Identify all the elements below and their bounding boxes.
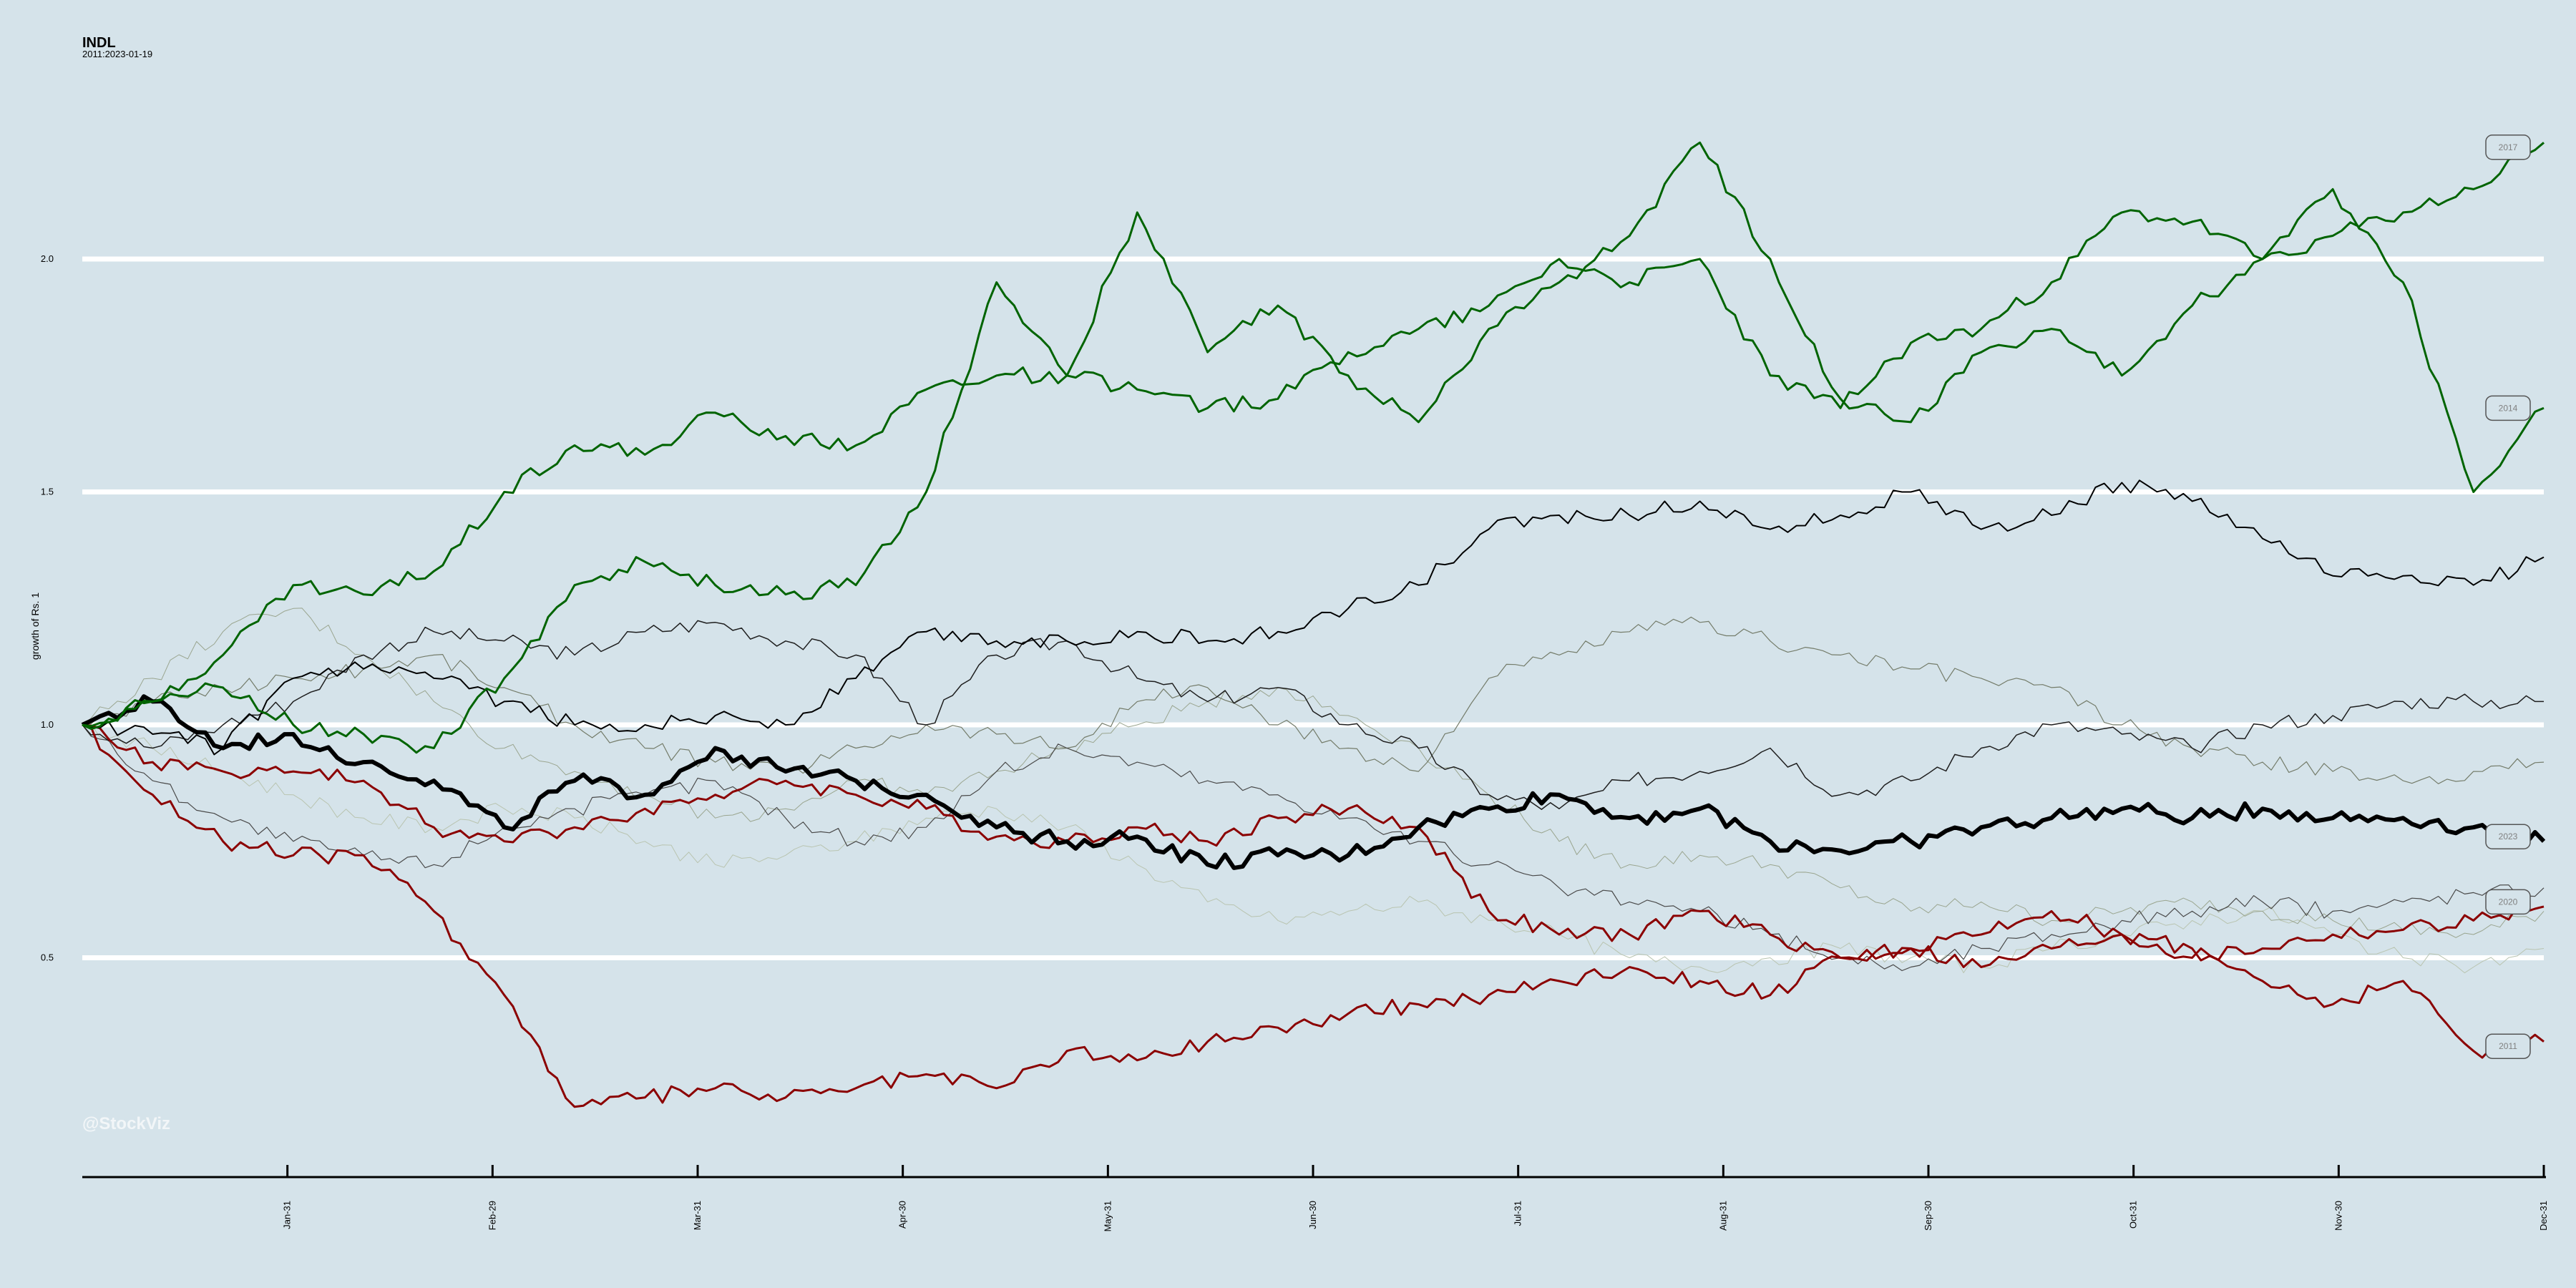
x-tick-label: Feb-29 — [487, 1201, 497, 1230]
series-line — [82, 620, 2544, 810]
end-label: 2020 — [2485, 889, 2531, 915]
series-line-2023 — [81, 694, 2546, 870]
x-tick-label: Mar-31 — [692, 1201, 703, 1230]
x-tick-label: Apr-30 — [897, 1201, 908, 1229]
series-line — [82, 723, 2545, 974]
end-labels: 2017 2014 2023 2020 2011 — [2485, 135, 2531, 1059]
chart-subtitle: 2011:2023-01-19 — [82, 49, 152, 59]
x-tick-label: Jun-30 — [1307, 1201, 1318, 1229]
end-label: 2014 — [2485, 395, 2531, 421]
x-tick-label: Sep-30 — [1923, 1201, 1933, 1231]
series-line — [82, 724, 2545, 972]
series-line-2014 — [82, 141, 2545, 754]
y-tick-label: 1.0 — [41, 719, 54, 730]
series-line — [82, 608, 2545, 938]
x-tick-label: Dec-31 — [2538, 1201, 2549, 1231]
end-label-text: 2014 — [2499, 403, 2518, 413]
x-tick-label: May-31 — [1102, 1201, 1113, 1231]
x-ticks: Jan-31 Feb-29 Mar-31 Apr-30 May-31 Jun-30 Jul-… — [282, 1165, 2549, 1231]
end-label-text: 2017 — [2499, 142, 2518, 152]
end-label-text: 2011 — [2499, 1041, 2517, 1051]
series-line — [82, 616, 2545, 784]
series-line-2011 — [82, 723, 2545, 1108]
end-label-box — [2485, 824, 2531, 849]
x-tick-label: Oct-31 — [2128, 1201, 2139, 1229]
x-tick-label: Jul-31 — [1513, 1201, 1523, 1226]
grid-lines — [82, 256, 2544, 960]
x-tick-label: Aug-31 — [1717, 1201, 1728, 1231]
y-tick-label: 2.0 — [41, 253, 54, 264]
watermark: @StockViz — [82, 1114, 170, 1133]
end-label-box — [2485, 889, 2531, 915]
end-label: 2017 — [2485, 135, 2531, 160]
y-axis-label: growth of Rs. 1 — [29, 592, 41, 660]
x-tick-label: Nov-30 — [2333, 1201, 2343, 1231]
end-label: 2011 — [2485, 1033, 2531, 1059]
series-lines — [81, 141, 2546, 1108]
x-tick-label: Jan-31 — [282, 1201, 293, 1229]
end-label-box — [2485, 1033, 2531, 1059]
y-tick-label: 0.5 — [41, 952, 54, 963]
series-line-2020 — [82, 723, 2545, 968]
chart-title: INDL — [82, 35, 116, 51]
end-label-box — [2485, 395, 2531, 421]
end-label-text: 2023 — [2499, 831, 2518, 841]
series-line-2012 — [82, 479, 2545, 756]
end-label: 2023 — [2485, 824, 2531, 849]
end-label-box — [2485, 135, 2531, 160]
series-line-2017 — [82, 142, 2545, 730]
end-label-text: 2020 — [2499, 897, 2518, 907]
y-tick-labels: 0.5 1.0 1.5 2.0 — [41, 253, 54, 963]
y-tick-label: 1.5 — [41, 487, 54, 497]
